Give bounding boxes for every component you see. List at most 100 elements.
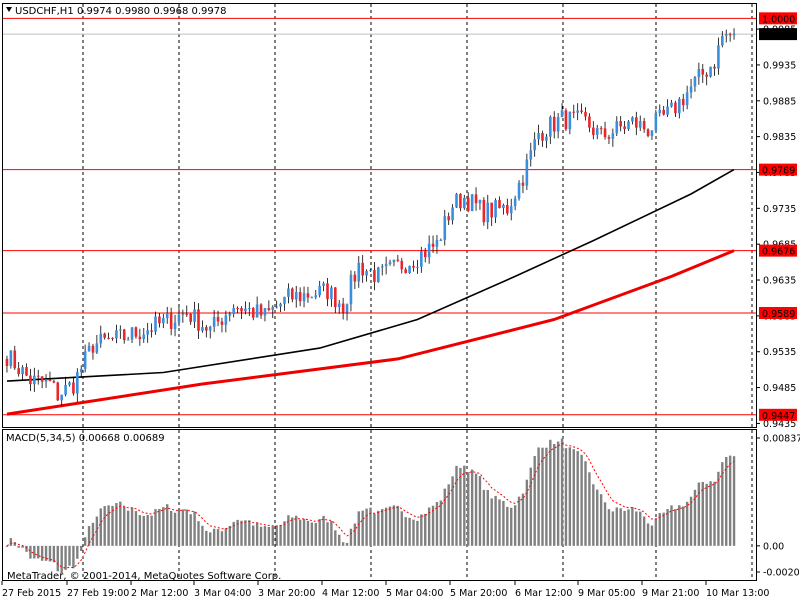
candle-body — [240, 308, 243, 312]
candle-body — [564, 110, 568, 130]
candle-body — [701, 68, 705, 75]
candle-body — [326, 283, 329, 300]
macd-histogram-bar — [310, 522, 314, 546]
macd-histogram-bar — [197, 521, 200, 546]
macd-histogram-bar — [236, 519, 239, 546]
macd-histogram-bar — [365, 508, 368, 546]
candle-body — [122, 329, 126, 341]
candle-body — [681, 98, 685, 106]
macd-histogram-bar — [255, 522, 259, 546]
chevron-down-icon[interactable] — [6, 7, 12, 12]
candle-body — [134, 327, 138, 337]
macd-histogram-bar — [639, 511, 642, 546]
candle-body — [631, 117, 634, 122]
macd-histogram-bar — [119, 501, 122, 546]
macd-histogram-bar — [111, 505, 114, 546]
candle-body — [36, 375, 40, 377]
candle-body — [345, 304, 349, 313]
candle-body — [357, 262, 361, 282]
macd-histogram-bar — [287, 515, 290, 546]
candle-body — [107, 337, 110, 339]
macd-histogram-bar — [525, 479, 529, 546]
candle-body — [638, 121, 642, 128]
candle-body — [416, 266, 419, 268]
candle-body — [189, 313, 192, 322]
candle-body — [169, 313, 173, 329]
macd-histogram-bar — [83, 537, 87, 546]
candle-body — [482, 199, 486, 223]
candle-body — [408, 265, 411, 274]
macd-histogram-bar — [279, 525, 282, 546]
candle-body — [40, 376, 44, 382]
macd-histogram-bar — [513, 505, 517, 546]
candle-body — [662, 109, 665, 115]
candle-body — [533, 139, 536, 151]
candle-body — [119, 329, 122, 331]
candle-body — [568, 111, 572, 130]
macd-histogram-bar — [670, 505, 673, 546]
candle-body — [68, 382, 71, 385]
macd-histogram-bar — [388, 506, 392, 546]
macd-histogram-bar — [404, 517, 407, 546]
price-tick-label: 0.9635 — [763, 276, 796, 287]
macd-histogram-bar — [685, 501, 689, 546]
candle-body — [560, 110, 564, 118]
macd-histogram-bar — [443, 488, 446, 546]
candle-body — [337, 303, 341, 308]
candle-body — [384, 264, 388, 267]
macd-histogram-bar — [244, 520, 247, 546]
candle-body — [603, 128, 607, 138]
macd-histogram-bar — [158, 509, 161, 546]
macd-histogram-bar — [576, 451, 579, 546]
macd-histogram-bar — [134, 511, 138, 546]
candle-body — [244, 308, 247, 312]
candle-body — [470, 194, 474, 212]
candle-body — [427, 243, 431, 258]
candle-body — [294, 292, 298, 300]
candle-body — [115, 330, 118, 339]
macd-histogram-bar — [357, 511, 360, 546]
candle-body — [126, 339, 130, 341]
candle-body — [228, 313, 232, 316]
candle-body — [595, 128, 599, 135]
time-label: 2 Mar 12:00 — [131, 588, 188, 599]
price-tick-label: 0.9935 — [763, 60, 796, 71]
macd-histogram-bar — [177, 510, 181, 546]
time-label: 3 Mar 04:00 — [194, 588, 251, 599]
macd-histogram-bar — [709, 481, 712, 546]
candlesticks — [5, 28, 736, 406]
candle-body — [400, 260, 404, 270]
candle-body — [91, 345, 95, 353]
candle-body — [111, 337, 114, 339]
macd-histogram-bar — [232, 521, 235, 546]
candle-body — [263, 308, 267, 316]
candle-body — [396, 259, 400, 261]
candle-body — [236, 308, 239, 310]
macd-histogram-bar — [447, 484, 450, 546]
candle-body — [439, 239, 443, 241]
candle-body — [310, 297, 314, 299]
candle-body — [330, 287, 333, 300]
candle-body — [255, 304, 259, 318]
current-price-label: 0.9978 — [762, 30, 795, 41]
candle-body — [619, 121, 622, 127]
candle-body — [267, 308, 271, 310]
candle-body — [248, 308, 251, 310]
candle-body — [79, 368, 83, 373]
macd-histogram-bar — [439, 500, 443, 546]
candle-body — [693, 77, 697, 87]
macd-histogram-bar — [259, 526, 263, 546]
candle-body — [64, 384, 67, 395]
macd-histogram-bar — [490, 498, 493, 546]
macd-histogram-bar — [416, 520, 419, 546]
candle-body — [420, 251, 423, 267]
level-label: 0.9447 — [762, 411, 795, 422]
candle-body — [83, 351, 87, 369]
candle-body — [201, 327, 204, 331]
candle-body — [142, 334, 146, 340]
candle-body — [474, 194, 478, 204]
macd-histogram-bar — [212, 528, 216, 546]
level-label-box — [759, 163, 797, 176]
candle-body — [5, 358, 9, 367]
